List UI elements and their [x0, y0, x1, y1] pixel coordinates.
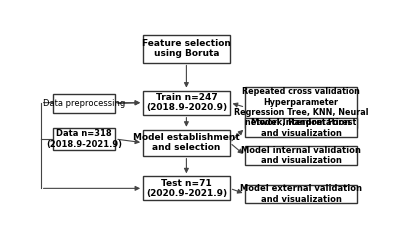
Text: Model internal validation
and visualization: Model internal validation and visualizat…: [241, 146, 361, 166]
Text: Feature selection
using Boruta: Feature selection using Boruta: [142, 39, 231, 58]
Text: Model establishment
and selection: Model establishment and selection: [133, 133, 240, 152]
Text: Data preprocessing: Data preprocessing: [43, 99, 125, 108]
FancyBboxPatch shape: [245, 146, 357, 165]
Text: Train n=247
(2018.9-2020.9): Train n=247 (2018.9-2020.9): [146, 93, 227, 112]
Text: Data n=318
(2018.9-2021.9): Data n=318 (2018.9-2021.9): [46, 129, 122, 149]
FancyBboxPatch shape: [143, 130, 230, 156]
Text: Repeated cross validation
Hyperparameter
Regression Tree, KNN, Neural
network, R: Repeated cross validation Hyperparameter…: [234, 87, 368, 127]
FancyBboxPatch shape: [143, 176, 230, 200]
FancyBboxPatch shape: [143, 35, 230, 63]
FancyBboxPatch shape: [53, 94, 115, 113]
FancyBboxPatch shape: [53, 128, 115, 150]
FancyBboxPatch shape: [143, 91, 230, 115]
Text: Model Interpretation
and visualization: Model Interpretation and visualization: [252, 118, 351, 137]
Text: Model external validation
and visualization: Model external validation and visualizat…: [240, 184, 362, 204]
FancyBboxPatch shape: [245, 185, 357, 203]
Text: Test n=71
(2020.9-2021.9): Test n=71 (2020.9-2021.9): [146, 179, 227, 198]
FancyBboxPatch shape: [245, 119, 357, 137]
FancyBboxPatch shape: [245, 87, 357, 128]
